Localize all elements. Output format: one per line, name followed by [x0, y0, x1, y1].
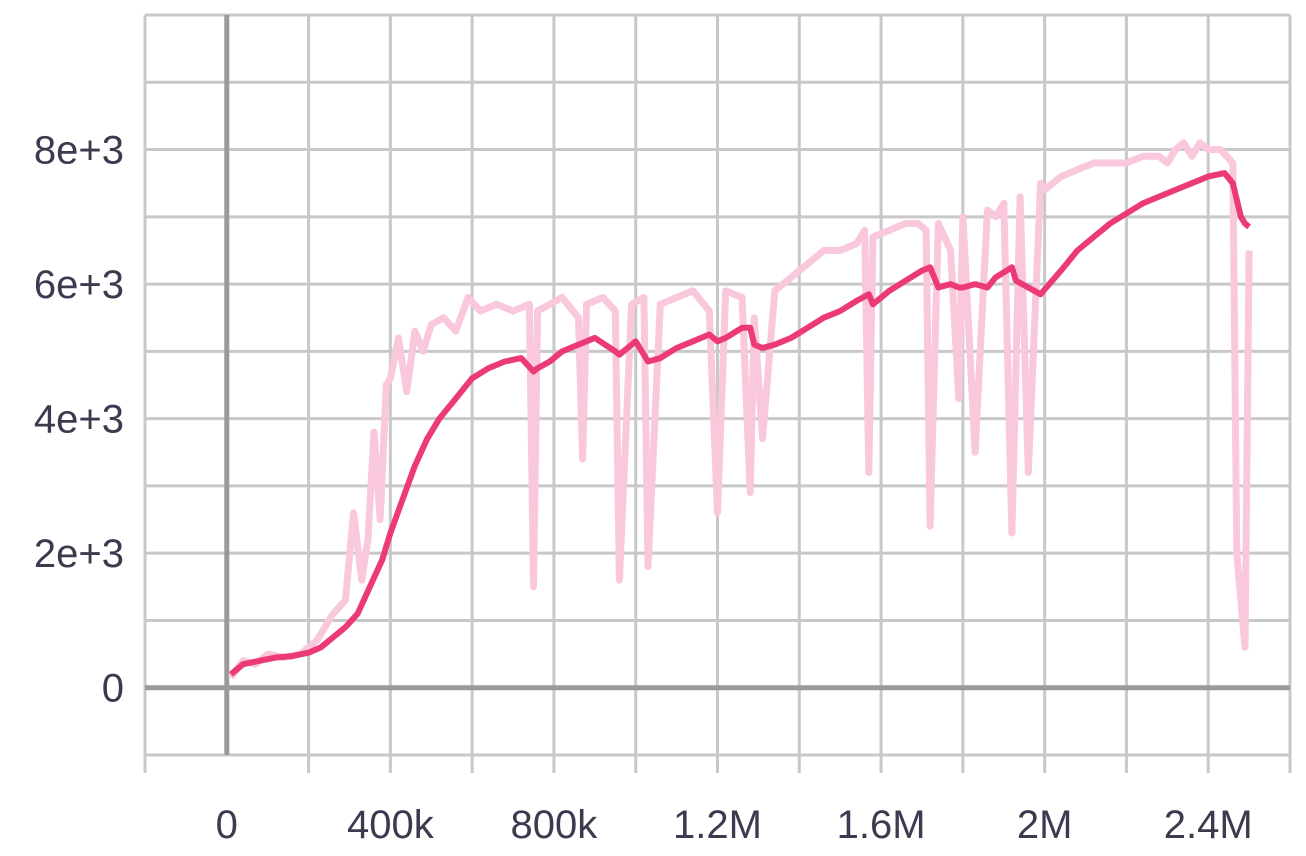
y-tick-label: 0 [102, 667, 124, 711]
series-line-raw [228, 139, 1253, 680]
x-tick-label: 400k [347, 803, 435, 847]
x-tick-label: 2.4M [1164, 803, 1253, 847]
axes [145, 15, 1290, 755]
x-tick-label: 1.2M [673, 803, 762, 847]
x-tick-label: 2M [1017, 803, 1073, 847]
x-tick-label: 0 [216, 803, 238, 847]
tick-labels: 0 400k 800k 1.2M 1.6M 2M 2.4M 0 2e+3 4e+3 6e+3 8e+3 [34, 129, 1253, 847]
grid [143, 13, 1292, 773]
series-layer [228, 139, 1253, 680]
x-tick-label: 800k [511, 803, 599, 847]
x-tick-label: 1.6M [837, 803, 926, 847]
y-tick-label: 6e+3 [34, 263, 124, 307]
series-line-smoothed [228, 170, 1252, 677]
y-tick-label: 2e+3 [34, 532, 124, 576]
y-tick-label: 4e+3 [34, 398, 124, 442]
y-tick-label: 8e+3 [34, 129, 124, 173]
